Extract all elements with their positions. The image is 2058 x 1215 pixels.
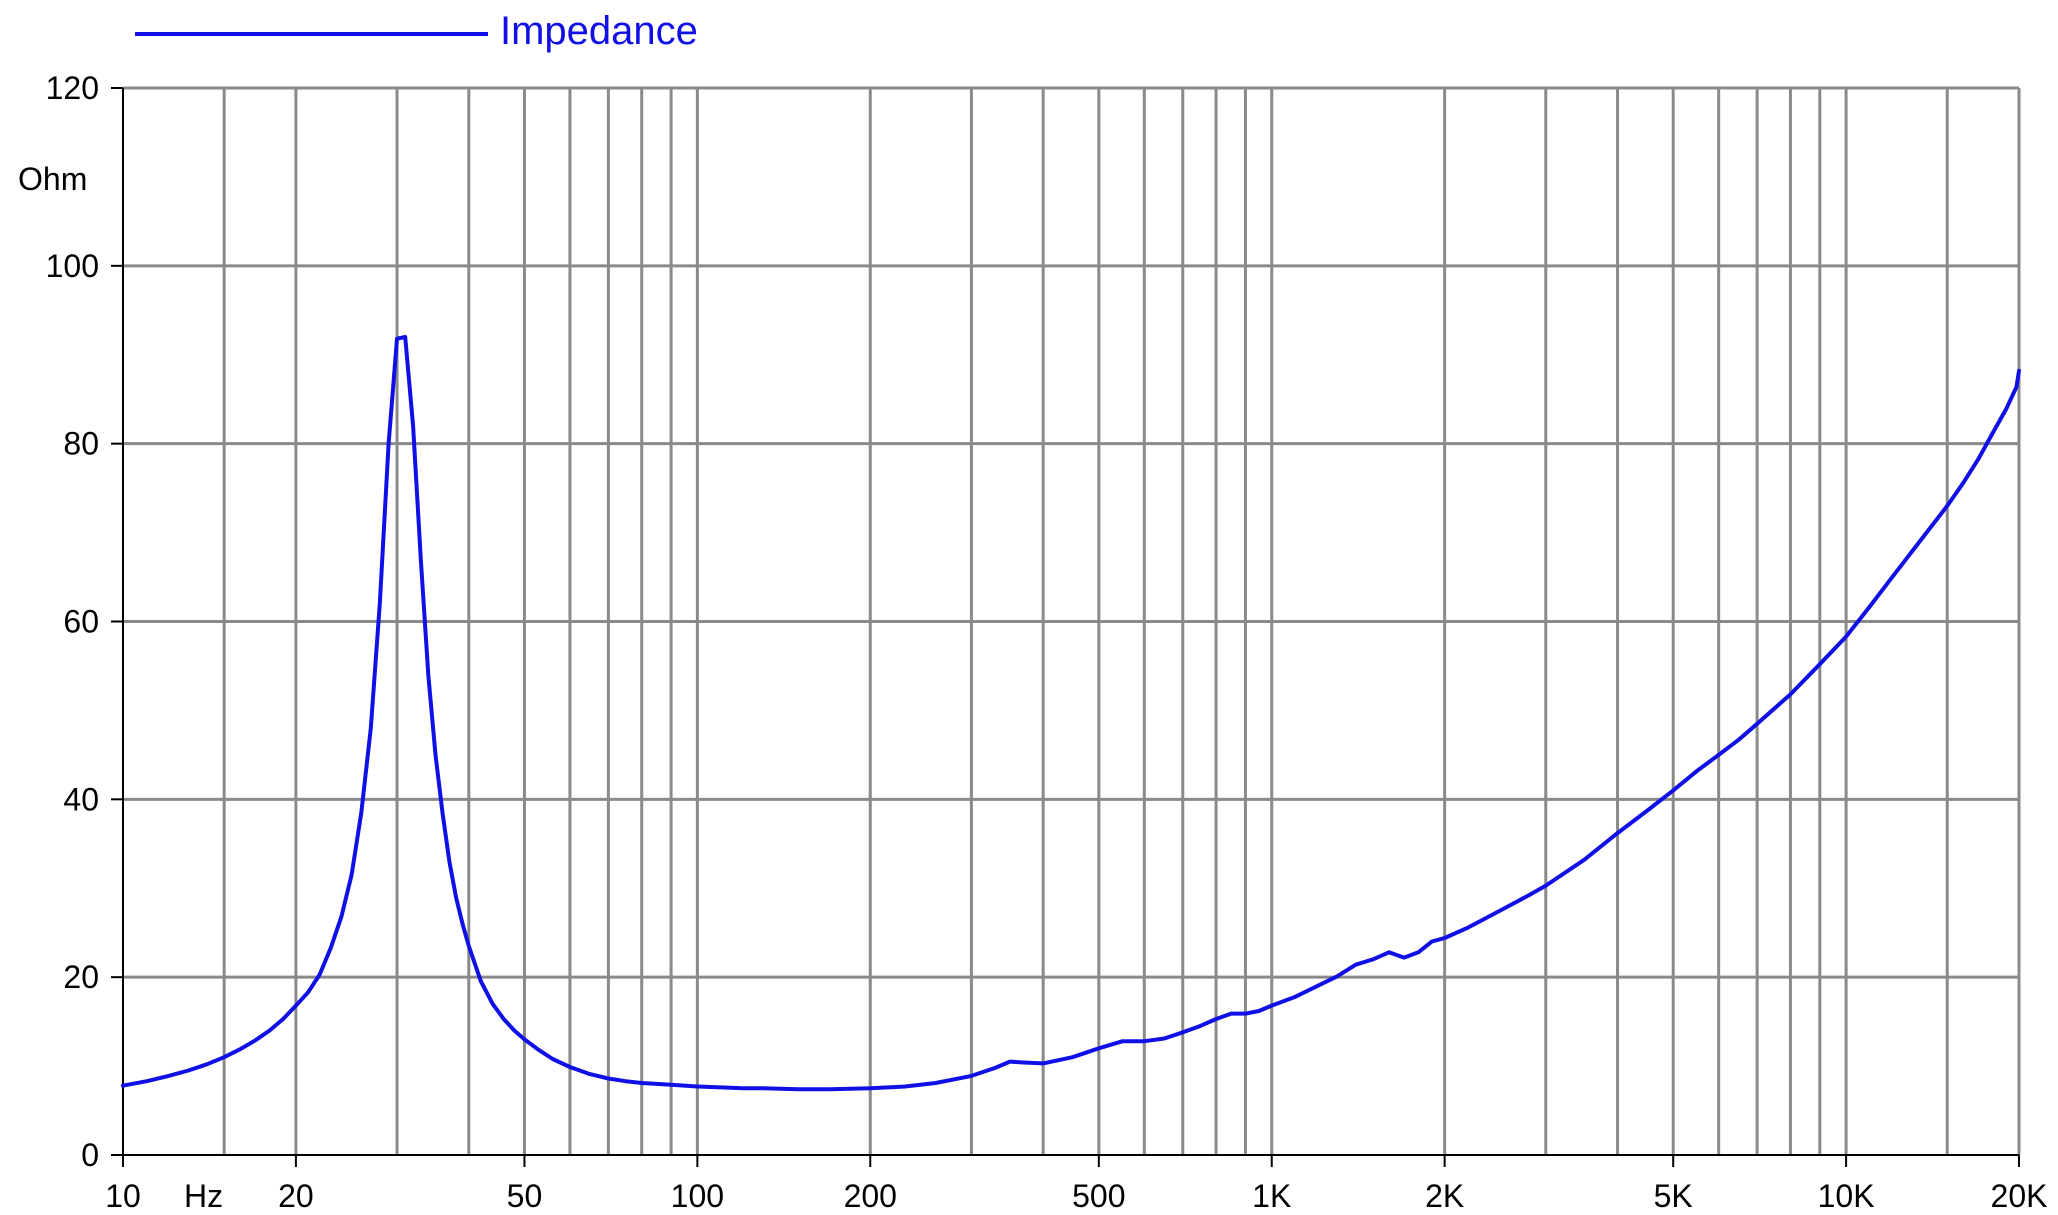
y-tick-label-0: 0: [81, 1137, 99, 1173]
series-line-impedance: [121, 335, 2021, 1092]
y-tick-label-120: 120: [46, 70, 99, 106]
x-tick-label-20K: 20K: [1991, 1178, 2048, 1214]
axes: [111, 87, 2020, 1167]
legend: Impedance: [135, 9, 698, 53]
series: [121, 335, 2021, 1092]
tick-labels: 0 20 40 60 80 100 120 10 20 50 100 200 500 1K 2K 5K 10K 2…: [46, 70, 2048, 1214]
x-tick-label-1K: 1K: [1252, 1178, 1291, 1214]
x-tick-label-20: 20: [278, 1178, 314, 1214]
x-tick-label-5K: 5K: [1654, 1178, 1693, 1214]
legend-label-impedance: Impedance: [500, 9, 698, 53]
x-tick-label-2K: 2K: [1425, 1178, 1464, 1214]
x-axis-unit-label: Hz: [184, 1178, 223, 1214]
x-tick-label-50: 50: [507, 1178, 543, 1214]
y-tick-label-20: 20: [63, 959, 99, 995]
grid: [123, 86, 2021, 1155]
x-tick-label-500: 500: [1072, 1178, 1125, 1214]
y-axis-unit-label: Ohm: [18, 161, 87, 197]
y-tick-label-60: 60: [63, 604, 99, 640]
x-tick-label-200: 200: [844, 1178, 897, 1214]
y-tick-label-40: 40: [63, 781, 99, 817]
y-tick-label-100: 100: [46, 248, 99, 284]
y-tick-label-80: 80: [63, 426, 99, 462]
x-tick-label-10: 10: [105, 1178, 141, 1214]
x-tick-label-100: 100: [671, 1178, 724, 1214]
x-tick-label-10K: 10K: [1818, 1178, 1875, 1214]
